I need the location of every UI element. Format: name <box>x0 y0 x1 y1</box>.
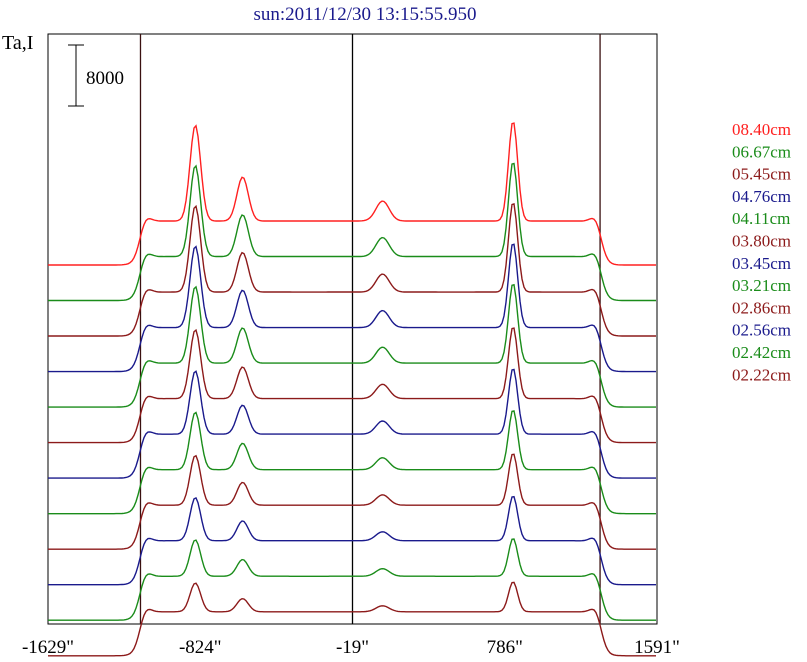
series-line-06.67cm <box>48 162 656 302</box>
x-axis-ticks: -1629" -824" -19" 786" 1591" <box>22 637 680 658</box>
series-line-02.22cm <box>48 581 656 657</box>
series-line-02.42cm <box>48 538 656 621</box>
legend-entry: 02.22cm <box>732 365 791 384</box>
legend-entry: 04.76cm <box>732 187 791 206</box>
spectra-curves <box>48 122 656 657</box>
series-line-02.86cm <box>48 453 656 550</box>
legend-entry: 03.80cm <box>732 232 791 251</box>
series-line-02.56cm <box>48 495 656 586</box>
legend-entry: 02.56cm <box>732 321 791 340</box>
scale-bar: 8000 <box>68 44 124 107</box>
y-axis-label: Ta,I <box>2 32 33 54</box>
chart-title: sun:2011/12/30 13:15:55.950 <box>253 4 476 25</box>
legend-entry: 02.42cm <box>732 343 791 362</box>
series-line-04.11cm <box>48 283 656 408</box>
legend-entry: 03.45cm <box>732 254 791 273</box>
series-line-08.40cm <box>48 122 656 266</box>
legend-entry: 05.45cm <box>732 165 791 184</box>
x-tick-label: -19" <box>336 637 369 658</box>
series-line-03.45cm <box>48 368 656 479</box>
legend-entry: 02.86cm <box>732 298 791 317</box>
legend-entry: 04.11cm <box>732 209 790 228</box>
legend-entry: 03.21cm <box>732 276 791 295</box>
x-tick-label: -824" <box>179 637 222 658</box>
series-line-03.21cm <box>48 410 656 515</box>
x-tick-label: -1629" <box>22 637 74 658</box>
scale-bar-label: 8000 <box>86 68 124 89</box>
series-line-04.76cm <box>48 243 656 373</box>
x-tick-label: 786" <box>487 637 523 658</box>
legend-entry: 06.67cm <box>732 142 791 161</box>
x-tick-label: 1591" <box>634 637 680 658</box>
legend-entry: 08.40cm <box>732 120 791 139</box>
vertical-markers <box>139 34 601 624</box>
series-line-05.45cm <box>48 202 656 337</box>
legend: 08.40cm 06.67cm 05.45cm 04.76cm 04.11cm 03.80… <box>732 120 791 384</box>
series-line-03.80cm <box>48 327 656 444</box>
